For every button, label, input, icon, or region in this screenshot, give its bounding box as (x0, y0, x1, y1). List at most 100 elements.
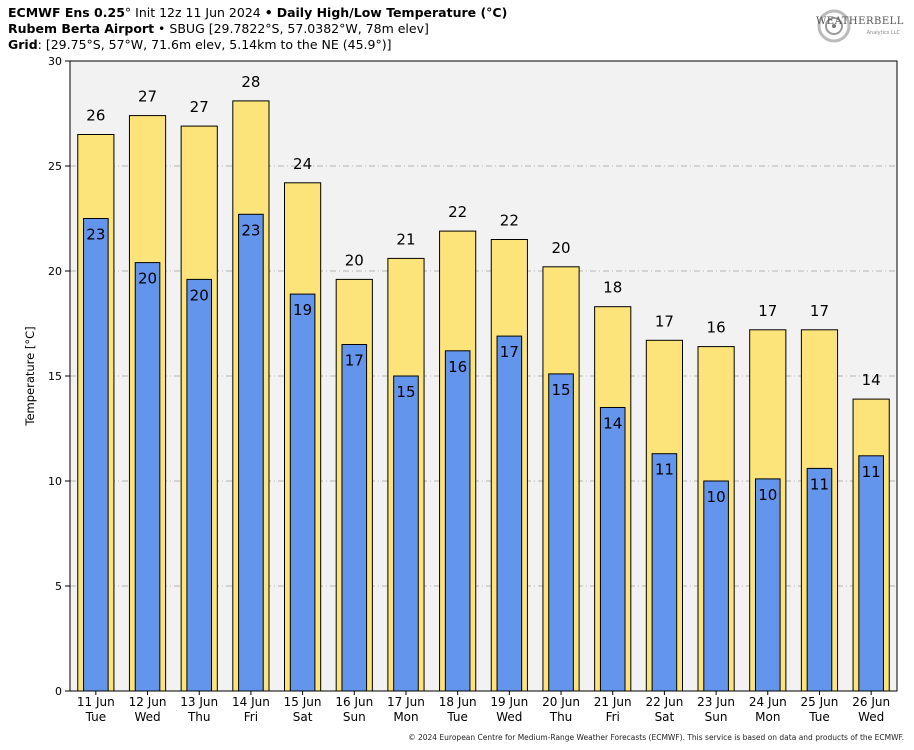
x-tick-day: Fri (244, 710, 258, 724)
x-tick-day: Wed (134, 710, 160, 724)
high-temp-label: 17 (810, 302, 829, 320)
y-tick-label: 0 (55, 685, 62, 698)
low-temp-label: 19 (293, 301, 312, 319)
low-temp-bar (599, 407, 626, 692)
low-temp-label: 23 (86, 226, 105, 244)
low-temp-bar (393, 375, 419, 692)
x-tick-day: Mon (393, 710, 418, 724)
low-temp-label: 16 (448, 358, 467, 376)
high-temp-label: 26 (86, 107, 105, 125)
model-degree: ° (124, 5, 132, 20)
logo-subtext: Analytics LLC (866, 30, 900, 36)
x-tick-day: Wed (858, 710, 884, 724)
x-tick-date: 16 Jun (335, 695, 373, 709)
x-tick-day: Sat (655, 710, 675, 724)
x-tick-day: Thu (549, 710, 573, 724)
low-temp-bar (238, 213, 264, 692)
low-temp-bar (134, 262, 161, 692)
high-temp-label: 21 (396, 230, 415, 248)
x-tick-date: 11 Jun (77, 695, 115, 709)
high-temp-label: 20 (345, 251, 364, 269)
y-tick-label: 25 (48, 160, 62, 173)
high-temp-label: 28 (241, 73, 260, 91)
low-temp-bar (186, 278, 213, 692)
x-tick-date: 20 Jun (542, 695, 580, 709)
header-line-1: ECMWF Ens 0.25° Init 12z 11 Jun 2024 • D… (8, 5, 507, 21)
logo-text: WEATHERBELL (816, 16, 904, 27)
x-tick-date: 14 Jun (232, 695, 270, 709)
y-tick-label: 15 (48, 370, 62, 383)
x-tick-day: Mon (755, 710, 780, 724)
y-axis: 0 5 10 15 20 25 30 (48, 55, 70, 698)
low-temp-label: 20 (138, 270, 157, 288)
high-temp-label: 17 (758, 302, 777, 320)
low-temp-bar (496, 335, 523, 692)
low-temp-label: 10 (758, 486, 777, 504)
low-temp-label: 15 (396, 383, 415, 401)
low-temp-label: 11 (862, 463, 881, 481)
low-temp-label: 10 (707, 488, 726, 506)
x-tick-day: Sun (343, 710, 366, 724)
model-name: ECMWF Ens 0.25 (8, 5, 125, 20)
init-time: Init 12z 11 Jun 2024 (135, 5, 261, 20)
low-temp-label: 11 (810, 475, 829, 493)
x-tick-date: 13 Jun (180, 695, 218, 709)
grid-info: : [29.75°S, 57°W, 71.6m elev, 5.14km to … (37, 37, 392, 52)
product-title: Daily High/Low Temperature (°C) (276, 5, 508, 20)
low-temp-label: 11 (655, 461, 674, 479)
low-temp-bar (806, 467, 833, 692)
low-temp-bar (548, 373, 574, 692)
low-temp-bar (289, 293, 316, 692)
x-tick-date: 22 Jun (645, 695, 683, 709)
header-line-2: Rubem Berta Airport • SBUG [29.7822°S, 5… (8, 21, 429, 37)
x-tick-date: 12 Jun (129, 695, 167, 709)
high-temp-label: 18 (603, 279, 622, 297)
high-temp-label: 17 (655, 312, 674, 330)
low-temp-label: 23 (241, 221, 260, 239)
low-temp-bar (444, 350, 471, 692)
high-temp-label: 27 (190, 98, 209, 116)
low-temp-label: 17 (500, 343, 519, 361)
high-temp-label: 16 (707, 319, 726, 337)
x-tick-day: Sat (293, 710, 313, 724)
x-tick-day: Tue (446, 710, 468, 724)
low-temp-bar (858, 455, 884, 692)
high-temp-label: 27 (138, 88, 157, 106)
x-tick-date: 19 Jun (490, 695, 528, 709)
high-temp-label: 14 (862, 371, 881, 389)
low-temp-bar (703, 480, 729, 692)
x-tick-date: 21 Jun (594, 695, 632, 709)
x-tick-day: Sun (705, 710, 728, 724)
low-temp-bar (651, 453, 678, 692)
station-name: Rubem Berta Airport (8, 21, 155, 36)
high-temp-label: 22 (448, 203, 467, 221)
station-info: SBUG [29.7822°S, 57.0382°W, 78m elev] (169, 21, 429, 36)
low-temp-label: 17 (345, 352, 364, 370)
y-tick-label: 5 (55, 580, 62, 593)
low-temp-bar (341, 344, 368, 692)
logo-swirl-icon (817, 9, 851, 43)
x-tick-day: Wed (496, 710, 522, 724)
x-tick-date: 26 Jun (852, 695, 890, 709)
x-tick-date: 18 Jun (439, 695, 477, 709)
y-tick-label: 10 (48, 475, 62, 488)
x-tick-day: Thu (187, 710, 211, 724)
x-tick-date: 23 Jun (697, 695, 735, 709)
x-tick-day: Tue (808, 710, 830, 724)
copyright-footer: © 2024 European Centre for Medium-Range … (408, 733, 904, 742)
weatherbell-logo: WEATHERBELL Analytics LLC (816, 6, 904, 46)
y-tick-label: 30 (48, 55, 62, 68)
low-temp-bar (754, 478, 781, 692)
separator: • (264, 5, 273, 20)
y-tick-label: 20 (48, 265, 62, 278)
x-tick-date: 25 Jun (801, 695, 839, 709)
low-temp-label: 20 (190, 286, 209, 304)
grid-label: Grid (8, 37, 38, 52)
x-tick-date: 17 Jun (387, 695, 425, 709)
plot-frame (69, 60, 898, 692)
low-temp-bar (83, 218, 109, 692)
high-temp-label: 22 (500, 212, 519, 230)
high-temp-label: 20 (551, 239, 570, 257)
